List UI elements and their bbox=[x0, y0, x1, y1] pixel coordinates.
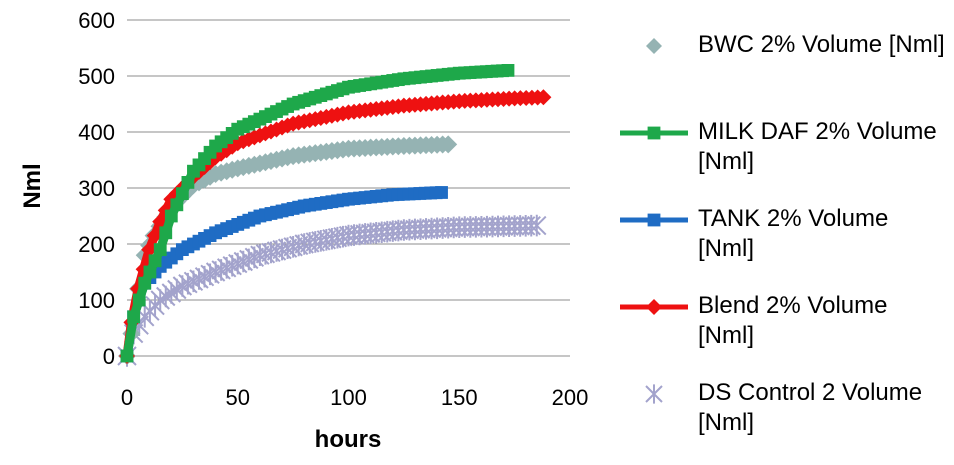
data-point bbox=[435, 186, 448, 199]
legend-marker-icon bbox=[647, 126, 661, 140]
data-point bbox=[439, 135, 458, 154]
data-point bbox=[141, 241, 158, 258]
data-point bbox=[153, 243, 167, 256]
legend-marker-icon bbox=[646, 299, 662, 315]
legend-marker-icon bbox=[647, 213, 661, 227]
legend-swatch bbox=[646, 38, 662, 54]
y-tick-labels: 0 100 200 300 400 500 600 bbox=[78, 8, 115, 369]
series-layer bbox=[117, 64, 552, 367]
data-point bbox=[175, 187, 189, 200]
legend-item: MILK DAF 2% Volume [Nml] bbox=[620, 117, 950, 204]
data-point bbox=[120, 349, 134, 363]
x-axis-title: hours bbox=[315, 426, 382, 453]
series-1 bbox=[120, 64, 515, 363]
x-tick-label: 0 bbox=[121, 385, 133, 410]
legend-swatch bbox=[620, 126, 688, 140]
legend-marker-icon bbox=[646, 38, 662, 54]
y-tick-label: 200 bbox=[78, 232, 115, 257]
y-tick-label: 100 bbox=[78, 288, 115, 313]
data-point bbox=[148, 254, 162, 268]
y-axis-title: Nml bbox=[19, 163, 46, 208]
x-tick-label: 200 bbox=[552, 385, 589, 410]
legend-marker-icon bbox=[645, 384, 663, 404]
x-tick-label: 150 bbox=[441, 385, 478, 410]
data-point bbox=[146, 227, 163, 244]
legend-label: TANK 2% Volume [Nml] bbox=[698, 205, 889, 262]
data-point bbox=[132, 293, 146, 307]
data-point bbox=[527, 214, 547, 237]
legend-item: DS Control 2 Volume [Nml] bbox=[620, 378, 950, 465]
y-tick-label: 600 bbox=[78, 8, 115, 33]
series-4 bbox=[117, 214, 547, 367]
data-point bbox=[164, 209, 178, 223]
data-point bbox=[170, 198, 184, 212]
data-point bbox=[143, 265, 157, 279]
legend-item: Blend 2% Volume [Nml] bbox=[620, 291, 950, 378]
legend: BWC 2% Volume [Nml] MILK DAF 2% Volume [N… bbox=[620, 30, 950, 465]
data-point bbox=[535, 89, 552, 106]
legend-label: DS Control 2 Volume [Nml] bbox=[698, 379, 923, 436]
y-tick-label: 0 bbox=[103, 344, 115, 369]
legend-swatch bbox=[645, 384, 663, 404]
y-tick-label: 500 bbox=[78, 64, 115, 89]
data-point bbox=[159, 226, 173, 240]
y-tick-label: 300 bbox=[78, 176, 115, 201]
series-line bbox=[122, 65, 509, 357]
data-point bbox=[181, 176, 195, 189]
legend-label: Blend 2% Volume [Nml] bbox=[698, 292, 888, 349]
data-point bbox=[127, 310, 141, 324]
x-tick-labels: 0 50 100 150 200 bbox=[121, 385, 588, 410]
y-tick-label: 400 bbox=[78, 120, 115, 145]
legend-item: BWC 2% Volume [Nml] bbox=[620, 30, 950, 117]
series-2 bbox=[120, 186, 448, 363]
legend-swatch bbox=[620, 299, 688, 315]
legend-swatch bbox=[620, 213, 688, 227]
chart: 0 100 200 300 400 500 600 0 50 100 150 200 Nml hou… bbox=[19, 8, 588, 453]
legend-label: MILK DAF 2% Volume [Nml] bbox=[698, 118, 937, 175]
data-point bbox=[138, 276, 152, 290]
legend-label: BWC 2% Volume [Nml] bbox=[698, 31, 945, 58]
data-point bbox=[501, 64, 515, 77]
x-tick-label: 100 bbox=[330, 385, 367, 410]
x-tick-label: 50 bbox=[226, 385, 250, 410]
legend-item: TANK 2% Volume [Nml] bbox=[620, 204, 950, 291]
